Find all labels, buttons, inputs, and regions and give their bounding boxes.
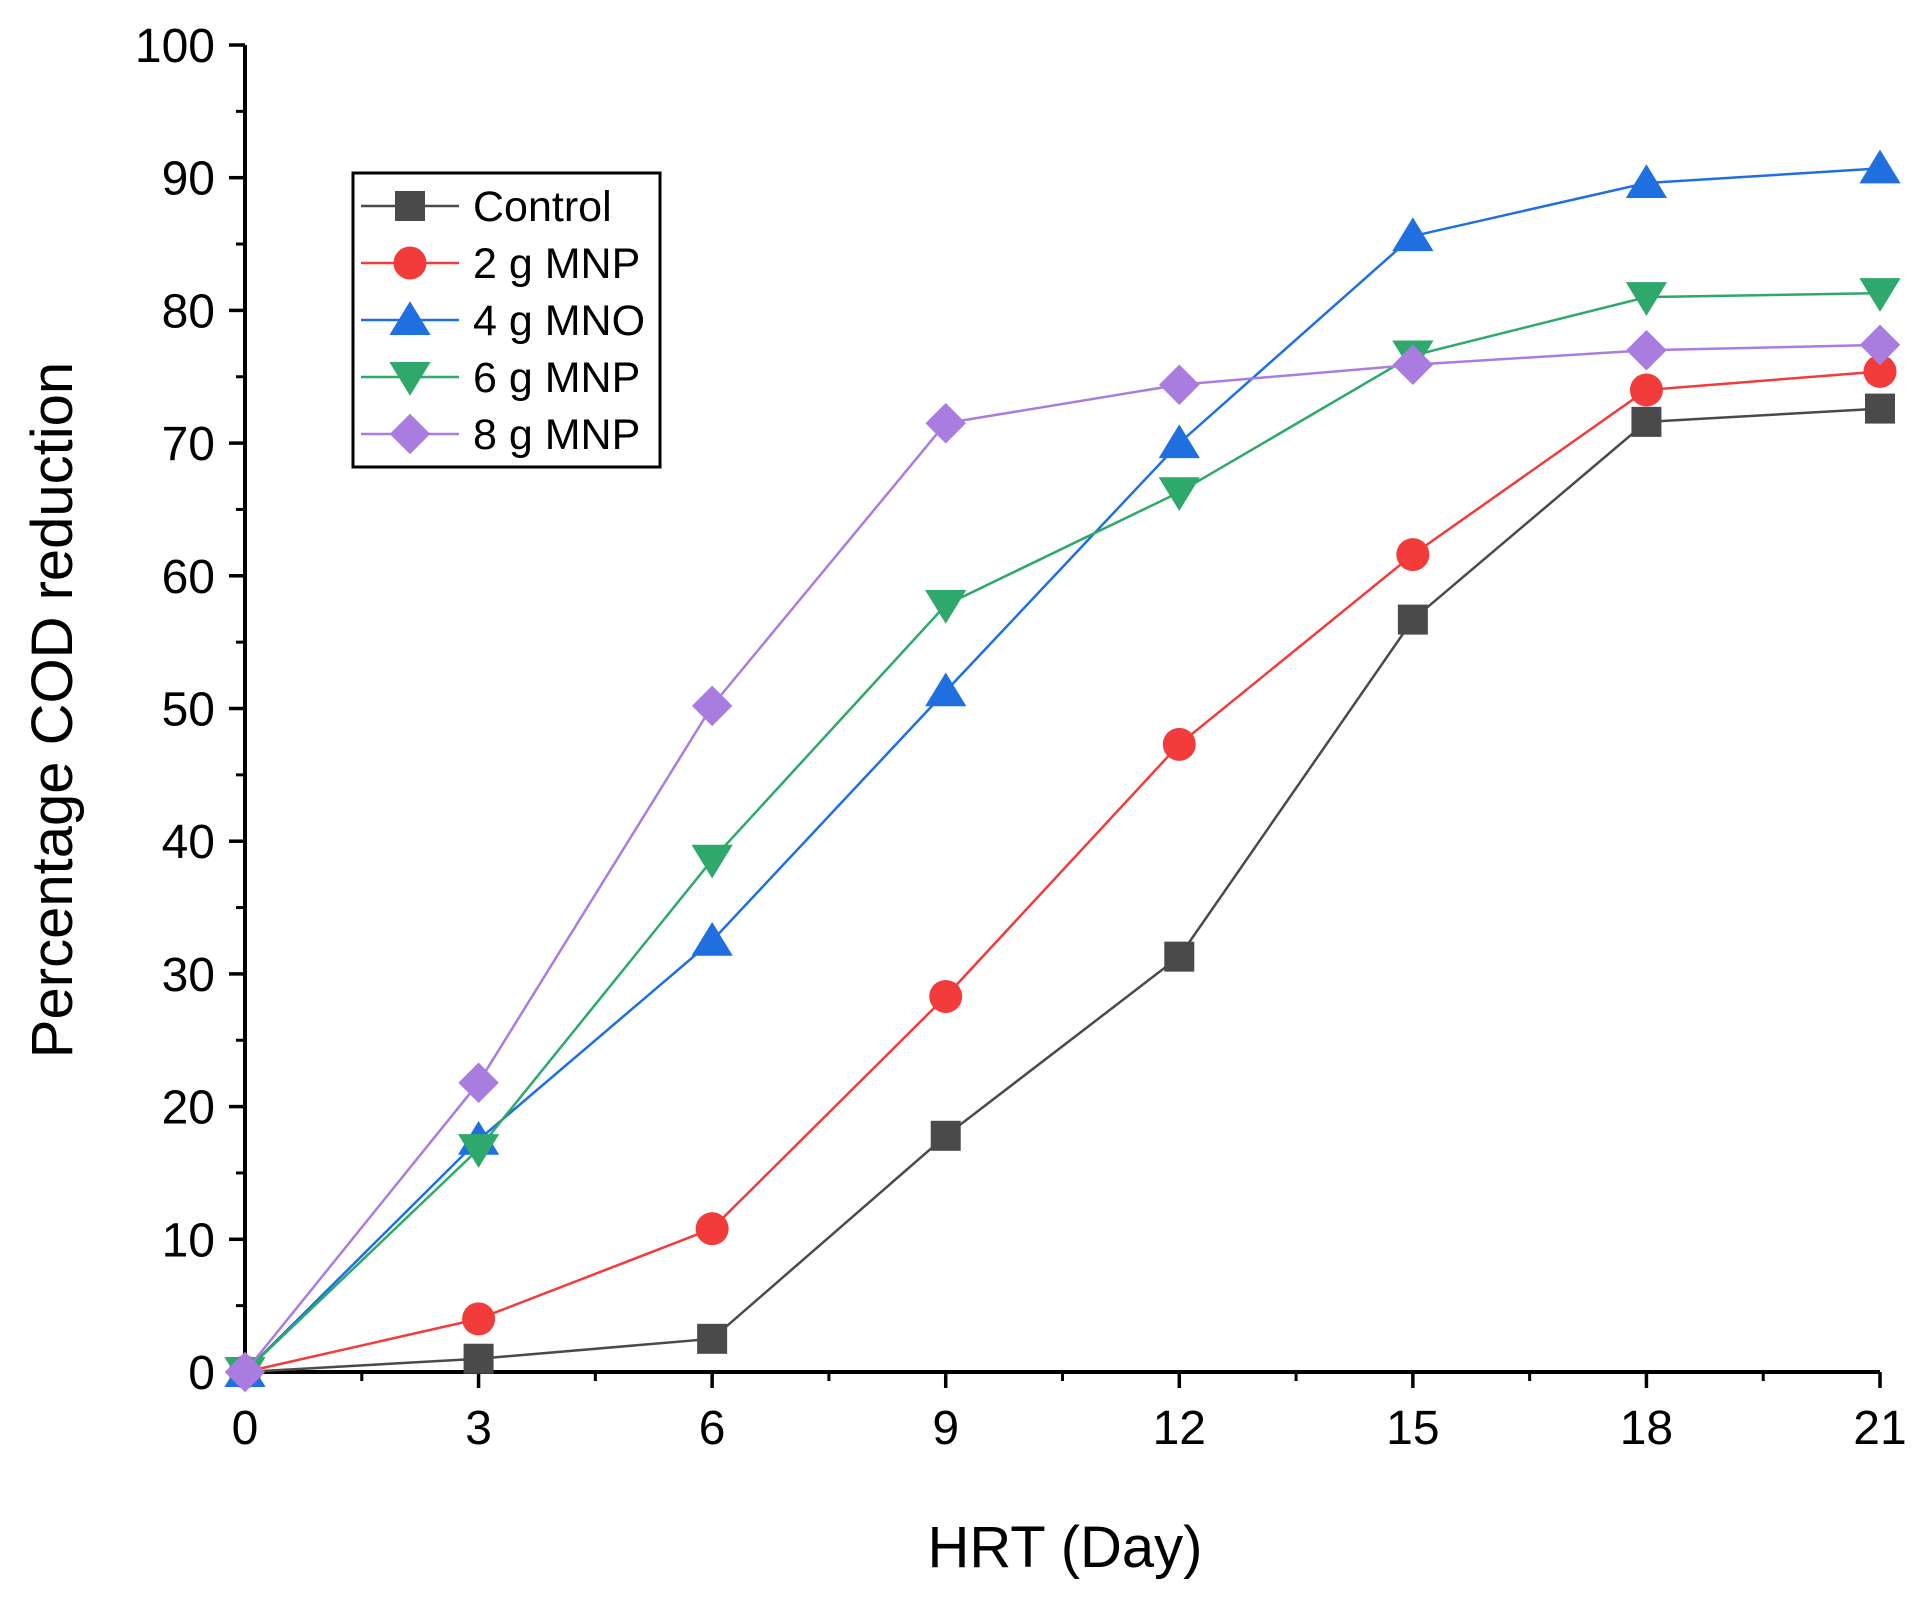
legend: Control 2 g MNP 4 g MNO 6 g MNP 8 g MNP: [351, 171, 662, 469]
data-point: [695, 1212, 729, 1246]
y-tick-label: 60: [162, 551, 215, 604]
legend-marker: [395, 191, 425, 221]
legend-marker: [389, 413, 431, 455]
data-point: [1162, 727, 1196, 761]
data-point: [1158, 477, 1200, 511]
x-tick-label: 0: [232, 1402, 259, 1455]
x-axis-title: HRT (Day): [928, 1515, 1203, 1580]
x-tick-label: 9: [932, 1402, 959, 1455]
data-point: [1159, 364, 1200, 405]
legend-marker: [389, 301, 431, 335]
axes: 0 10 20 30 40 50 60 70 80 90 100 0 3 6 9 12 15 18 21: [135, 20, 1907, 1455]
series-line: [244, 291, 1881, 1373]
series-2-g-mnp: [228, 354, 1897, 1389]
data-point: [691, 685, 733, 727]
y-tick-label: 70: [162, 418, 215, 471]
legend-label: 6 g MNP: [473, 354, 640, 402]
data-point: [925, 672, 967, 707]
series-8-g-mnp: [224, 324, 1901, 1393]
data-point: [1396, 538, 1430, 572]
data-point: [1859, 324, 1901, 366]
x-tick-label: 21: [1853, 1402, 1906, 1455]
legend-label: 4 g MNO: [473, 297, 645, 345]
data-point: [1625, 164, 1668, 199]
series-line: [244, 407, 1881, 1374]
data-point: [458, 1062, 499, 1103]
y-tick-label: 80: [162, 285, 215, 338]
y-axis-title: Percentage COD reduction: [20, 362, 85, 1058]
legend-marker: [393, 246, 427, 280]
legend-item: 4 g MNO: [361, 297, 645, 345]
data-point: [930, 1120, 961, 1151]
data-point: [224, 1351, 266, 1393]
data-point: [697, 1323, 728, 1354]
series-group: [224, 149, 1901, 1393]
legend-marker: [389, 362, 431, 396]
x-tick-label: 15: [1386, 1402, 1439, 1455]
data-point: [463, 1343, 494, 1374]
series-line: [244, 167, 1881, 1373]
y-tick-label: 50: [162, 684, 215, 737]
data-point: [1631, 406, 1662, 437]
data-point: [1865, 393, 1895, 424]
y-tick-label: 40: [162, 816, 215, 869]
series-control: [230, 393, 1895, 1387]
y-tick-label: 10: [162, 1214, 215, 1267]
data-point: [691, 844, 733, 879]
data-point: [1859, 149, 1901, 184]
data-point: [925, 402, 966, 444]
x-tick-label: 12: [1153, 1402, 1206, 1455]
data-point: [1164, 941, 1195, 972]
legend-label: 2 g MNP: [473, 240, 640, 288]
x-tick-label: 6: [699, 1402, 726, 1455]
y-tick-label: 30: [162, 949, 215, 1002]
data-point: [1392, 217, 1434, 252]
y-tick-label: 0: [188, 1347, 215, 1400]
data-point: [691, 921, 733, 956]
data-point: [929, 979, 963, 1013]
data-point: [1629, 373, 1663, 407]
legend-item: 8 g MNP: [361, 411, 640, 459]
legend-label: Control: [473, 183, 612, 231]
legend-item: 6 g MNP: [361, 354, 640, 402]
data-point: [1397, 604, 1428, 635]
y-tick-label: 90: [162, 153, 215, 206]
legend-item: 2 g MNP: [361, 240, 640, 288]
x-tick-label: 18: [1620, 1402, 1673, 1455]
y-tick-label: 100: [135, 20, 215, 73]
data-point: [1863, 354, 1897, 388]
data-point: [1625, 282, 1668, 316]
y-tick-label: 20: [162, 1082, 215, 1135]
series-4-g-mno: [224, 149, 1901, 1387]
data-point: [1626, 329, 1667, 371]
data-point: [1158, 424, 1200, 459]
series-line: [244, 343, 1881, 1373]
data-point: [1392, 344, 1434, 386]
data-point: [1859, 278, 1901, 312]
data-point: [457, 1134, 500, 1168]
series-line: [244, 370, 1881, 1374]
legend-item: Control: [361, 183, 612, 231]
data-point: [462, 1302, 496, 1336]
data-point: [925, 589, 967, 624]
legend-label: 8 g MNP: [473, 411, 640, 459]
x-tick-label: 3: [465, 1402, 492, 1455]
